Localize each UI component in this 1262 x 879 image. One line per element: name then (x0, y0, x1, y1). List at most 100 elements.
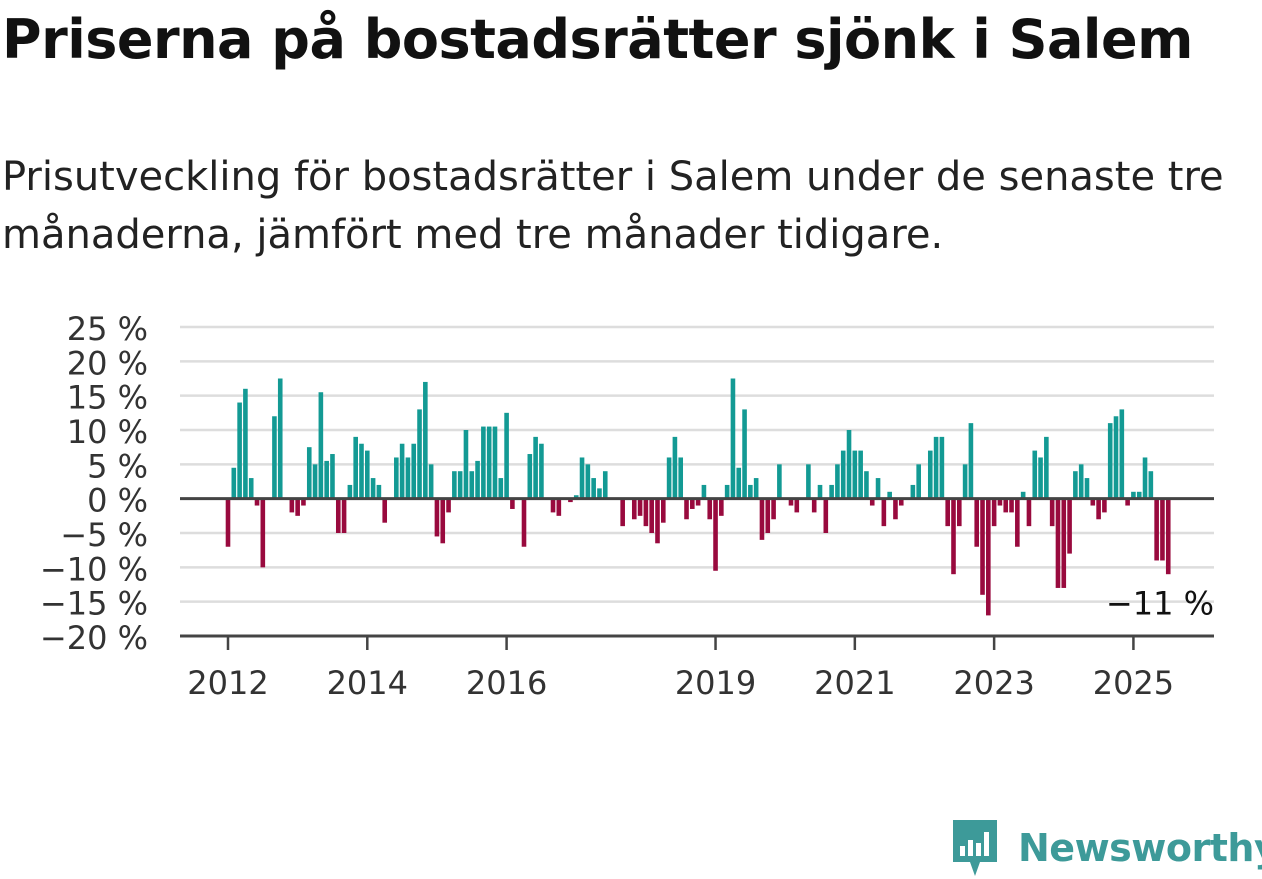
x-tick-label: 2019 (675, 664, 756, 700)
bar (724, 484, 730, 499)
bar (533, 436, 538, 499)
y-tick-label: −5 % (60, 516, 148, 554)
bar (939, 436, 945, 499)
bar (631, 498, 637, 520)
chart-title: Priserna på bostadsrätter sjönk i Salem (2, 8, 1193, 71)
bar (707, 498, 713, 520)
bar (272, 416, 277, 499)
bar (788, 498, 794, 506)
bar (806, 464, 811, 499)
bar (875, 478, 881, 499)
bar (568, 498, 573, 503)
bar (243, 388, 248, 499)
bar (602, 471, 608, 499)
bars (225, 378, 1171, 616)
newsworthy-logo: Newsworthy (950, 818, 1262, 878)
bar (684, 498, 689, 520)
y-tick-label: 15 % (67, 379, 148, 417)
bar (585, 464, 591, 499)
bar (475, 460, 480, 499)
last-value-label: −11 % (1106, 585, 1214, 623)
bar (365, 450, 370, 499)
bar (730, 378, 736, 499)
bar (1049, 498, 1055, 527)
bar (1067, 498, 1072, 554)
bar (248, 478, 254, 499)
bar (846, 430, 852, 499)
bar (649, 498, 654, 533)
bar (237, 402, 242, 499)
bar (225, 498, 231, 547)
bar (1020, 491, 1026, 499)
bar (962, 464, 968, 499)
bar (643, 498, 649, 527)
bar (858, 450, 863, 499)
bar (1078, 464, 1084, 499)
bar (550, 498, 556, 513)
bar (353, 436, 358, 499)
bar (306, 447, 312, 499)
y-tick-label: 25 % (67, 310, 148, 348)
bar (463, 430, 469, 499)
bar (556, 498, 562, 516)
bar (591, 478, 596, 499)
bar (1090, 498, 1096, 506)
y-tick-label: 0 % (87, 482, 148, 520)
bar (893, 498, 898, 520)
bar (1038, 457, 1043, 499)
bar (510, 498, 515, 509)
axes (180, 497, 1214, 650)
bar (440, 498, 446, 544)
bar (295, 498, 300, 516)
bar (1131, 491, 1136, 499)
bar (771, 498, 776, 520)
bar (1102, 498, 1107, 513)
x-tick-label: 2025 (1093, 664, 1174, 700)
bar (324, 460, 329, 499)
x-tick-label: 2021 (814, 664, 895, 700)
bar (399, 443, 405, 499)
bar (637, 498, 643, 516)
bar (370, 478, 376, 499)
bar (573, 495, 579, 499)
bar (1160, 498, 1165, 561)
bar (678, 457, 684, 499)
bar (457, 471, 463, 499)
bar (1003, 498, 1009, 513)
x-tick-label: 2023 (953, 664, 1034, 700)
bar (428, 464, 434, 499)
bar (1015, 498, 1020, 547)
bar (898, 498, 904, 506)
bar (359, 443, 364, 499)
bar (672, 436, 678, 499)
bar (817, 484, 823, 499)
bar (864, 471, 869, 499)
bar (777, 464, 782, 499)
bar (1136, 491, 1142, 499)
bar (1073, 471, 1078, 499)
bar (1061, 498, 1067, 588)
bar (829, 484, 834, 499)
gridlines (180, 325, 1214, 603)
bar (887, 491, 892, 499)
bar (260, 498, 266, 568)
bar (927, 450, 933, 499)
bar (957, 498, 962, 527)
bar (690, 498, 695, 509)
bar (1107, 423, 1113, 499)
bar (759, 498, 765, 540)
bar (1032, 450, 1038, 499)
x-tick-label: 2014 (327, 664, 408, 700)
bar (335, 498, 341, 533)
y-tick-label: 10 % (67, 413, 148, 451)
bar (811, 498, 817, 513)
bar (1009, 498, 1014, 513)
bar-chart-speech-bubble-icon (953, 820, 997, 876)
bar (318, 392, 324, 499)
bar (1165, 498, 1171, 575)
bar (1055, 498, 1061, 588)
bar (452, 471, 457, 499)
bar (1026, 498, 1032, 527)
bar (765, 498, 771, 533)
bar (991, 498, 997, 527)
